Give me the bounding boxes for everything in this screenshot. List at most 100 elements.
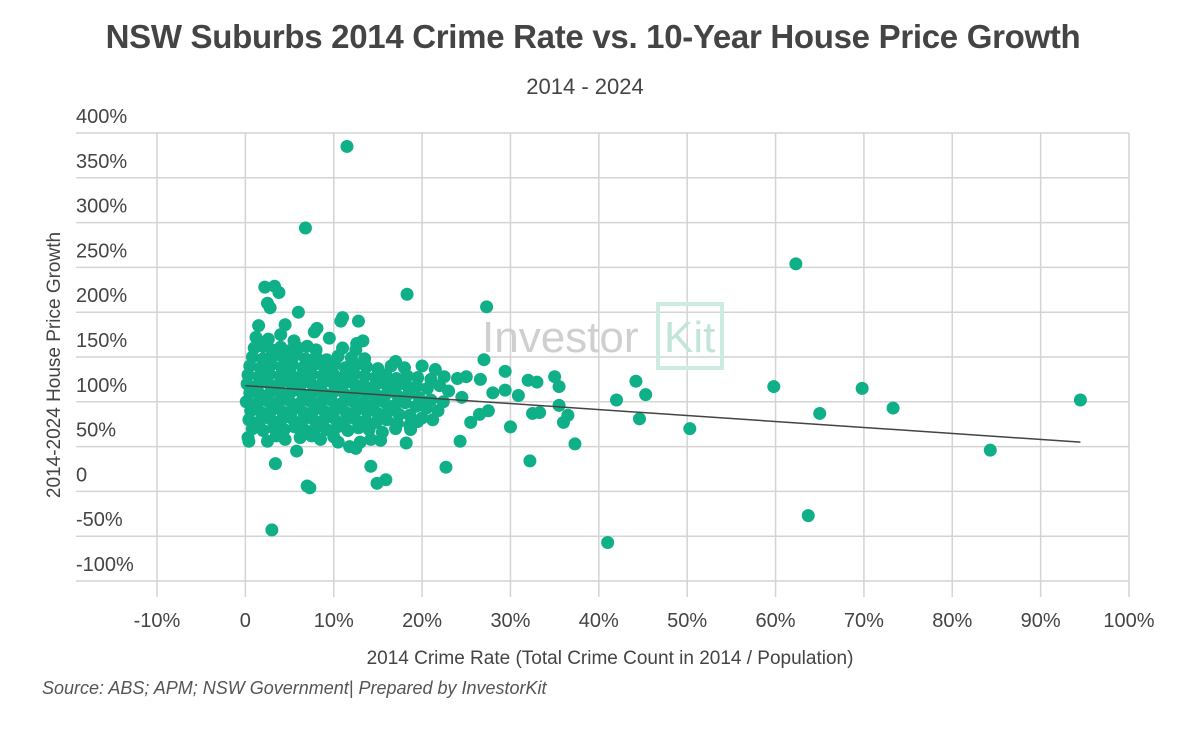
data-point	[258, 280, 272, 294]
data-point	[548, 370, 562, 384]
data-point	[453, 434, 467, 448]
data-point	[473, 372, 487, 386]
data-point	[420, 401, 434, 415]
data-point	[303, 481, 317, 495]
data-point	[298, 221, 312, 235]
data-point	[404, 423, 418, 437]
data-point	[278, 432, 292, 446]
x-tick-label: -10%	[134, 610, 181, 632]
y-axis-label: 2014-2024 House Price Growth	[44, 232, 65, 498]
data-point	[428, 363, 442, 377]
data-point	[265, 523, 279, 537]
x-tick-label: 80%	[932, 610, 972, 632]
y-tick-labels: 400% 350% 300% 250% 200% 150% 100% 50% 0 -50% -100…	[76, 106, 134, 576]
data-point	[340, 139, 354, 153]
data-point	[400, 287, 414, 301]
data-point	[362, 423, 376, 437]
data-point	[632, 412, 646, 426]
data-point	[268, 457, 282, 471]
x-tick-label: 40%	[579, 610, 619, 632]
data-point	[813, 406, 827, 420]
data-point	[364, 432, 378, 446]
data-point	[242, 434, 256, 448]
y-tick-label: 350%	[76, 151, 127, 173]
data-point	[521, 373, 535, 387]
data-point	[420, 381, 434, 395]
x-tick-label: 10%	[314, 610, 354, 632]
data-point	[481, 404, 495, 418]
data-point	[374, 433, 388, 447]
x-tick-label: 0	[240, 610, 251, 632]
x-tick-labels: -10% 0 10% 20% 30% 40% 50% 60% 70% 80% 90% 100%	[134, 610, 1155, 632]
data-point	[398, 396, 412, 410]
data-point	[464, 415, 478, 429]
data-point	[556, 415, 570, 429]
data-point	[331, 435, 345, 449]
trendline	[245, 384, 1081, 443]
data-point	[426, 413, 440, 427]
data-point	[601, 535, 615, 549]
data-point	[983, 443, 997, 457]
data-point	[415, 359, 429, 373]
data-point	[351, 421, 365, 435]
svg-text:Investor: Investor	[482, 313, 639, 362]
data-point	[351, 314, 365, 328]
data-point	[533, 406, 547, 420]
x-tick-label: 30%	[490, 610, 530, 632]
x-tick-label: 100%	[1103, 610, 1154, 632]
data-point	[552, 398, 566, 412]
data-point	[260, 296, 274, 310]
data-point	[334, 314, 348, 328]
data-point	[274, 328, 288, 342]
data-point	[290, 444, 304, 458]
data-point	[629, 374, 643, 388]
data-point	[477, 353, 491, 367]
y-tick-label: 150%	[76, 330, 127, 352]
data-point	[1073, 393, 1087, 407]
data-point	[789, 257, 803, 271]
data-point	[886, 401, 900, 415]
data-point	[313, 432, 327, 446]
data-point	[256, 423, 270, 437]
data-point	[442, 384, 456, 398]
chart-subtitle: 2014 - 2024	[526, 74, 644, 99]
data-point	[511, 389, 525, 403]
data-point	[639, 388, 653, 402]
data-point	[288, 420, 302, 434]
data-point	[399, 436, 413, 450]
data-point	[683, 422, 697, 436]
data-point	[307, 325, 321, 339]
x-tick-label: 60%	[756, 610, 796, 632]
data-point	[389, 422, 403, 436]
y-tick-label: 400%	[76, 106, 127, 128]
data-point	[498, 364, 512, 378]
data-point	[249, 330, 263, 344]
data-point	[353, 435, 367, 449]
data-point	[552, 380, 566, 394]
data-point	[459, 370, 473, 384]
x-tick-label: 20%	[402, 610, 442, 632]
data-point	[503, 420, 517, 434]
x-tick-label: 90%	[1021, 610, 1061, 632]
svg-text:Kit: Kit	[664, 313, 715, 362]
y-tick-label: 0	[76, 464, 87, 486]
x-tick-label: 50%	[667, 610, 707, 632]
y-tick-label: 50%	[76, 420, 116, 442]
x-axis-label: 2014 Crime Rate (Total Crime Count in 20…	[367, 648, 854, 669]
data-point	[291, 305, 305, 319]
data-point	[801, 509, 815, 523]
y-tick-label: 250%	[76, 240, 127, 262]
chart-title: NSW Suburbs 2014 Crime Rate vs. 10-Year …	[105, 18, 1081, 55]
data-point	[455, 390, 469, 404]
data-point	[568, 437, 582, 451]
data-point	[523, 454, 537, 468]
y-tick-label: 100%	[76, 375, 127, 397]
y-tick-label: -100%	[76, 554, 134, 576]
data-point	[272, 285, 286, 299]
data-point	[855, 381, 869, 395]
data-point	[486, 386, 500, 400]
data-point	[278, 318, 292, 332]
data-point	[341, 423, 355, 437]
data-point	[293, 431, 307, 445]
